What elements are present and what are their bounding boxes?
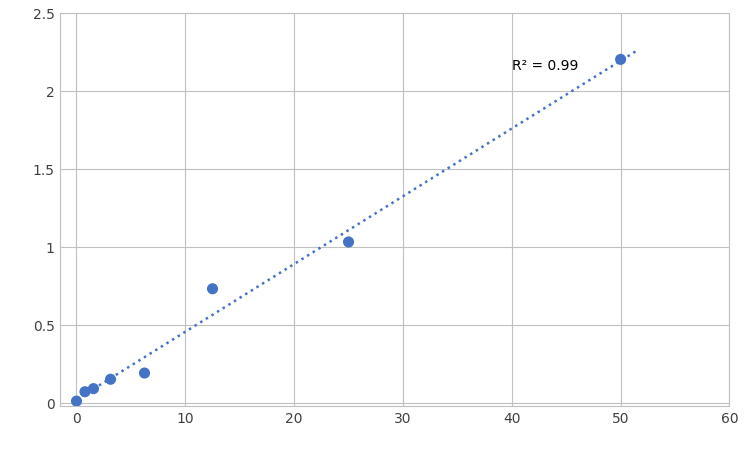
Point: [71, 398, 83, 405]
Point: [87, 385, 99, 392]
Text: R² = 0.99: R² = 0.99: [512, 59, 578, 73]
Point: [79, 388, 91, 396]
Point: [342, 239, 354, 246]
Point: [207, 285, 219, 293]
Point: [138, 370, 150, 377]
Point: [105, 376, 117, 383]
Point: [614, 57, 626, 64]
